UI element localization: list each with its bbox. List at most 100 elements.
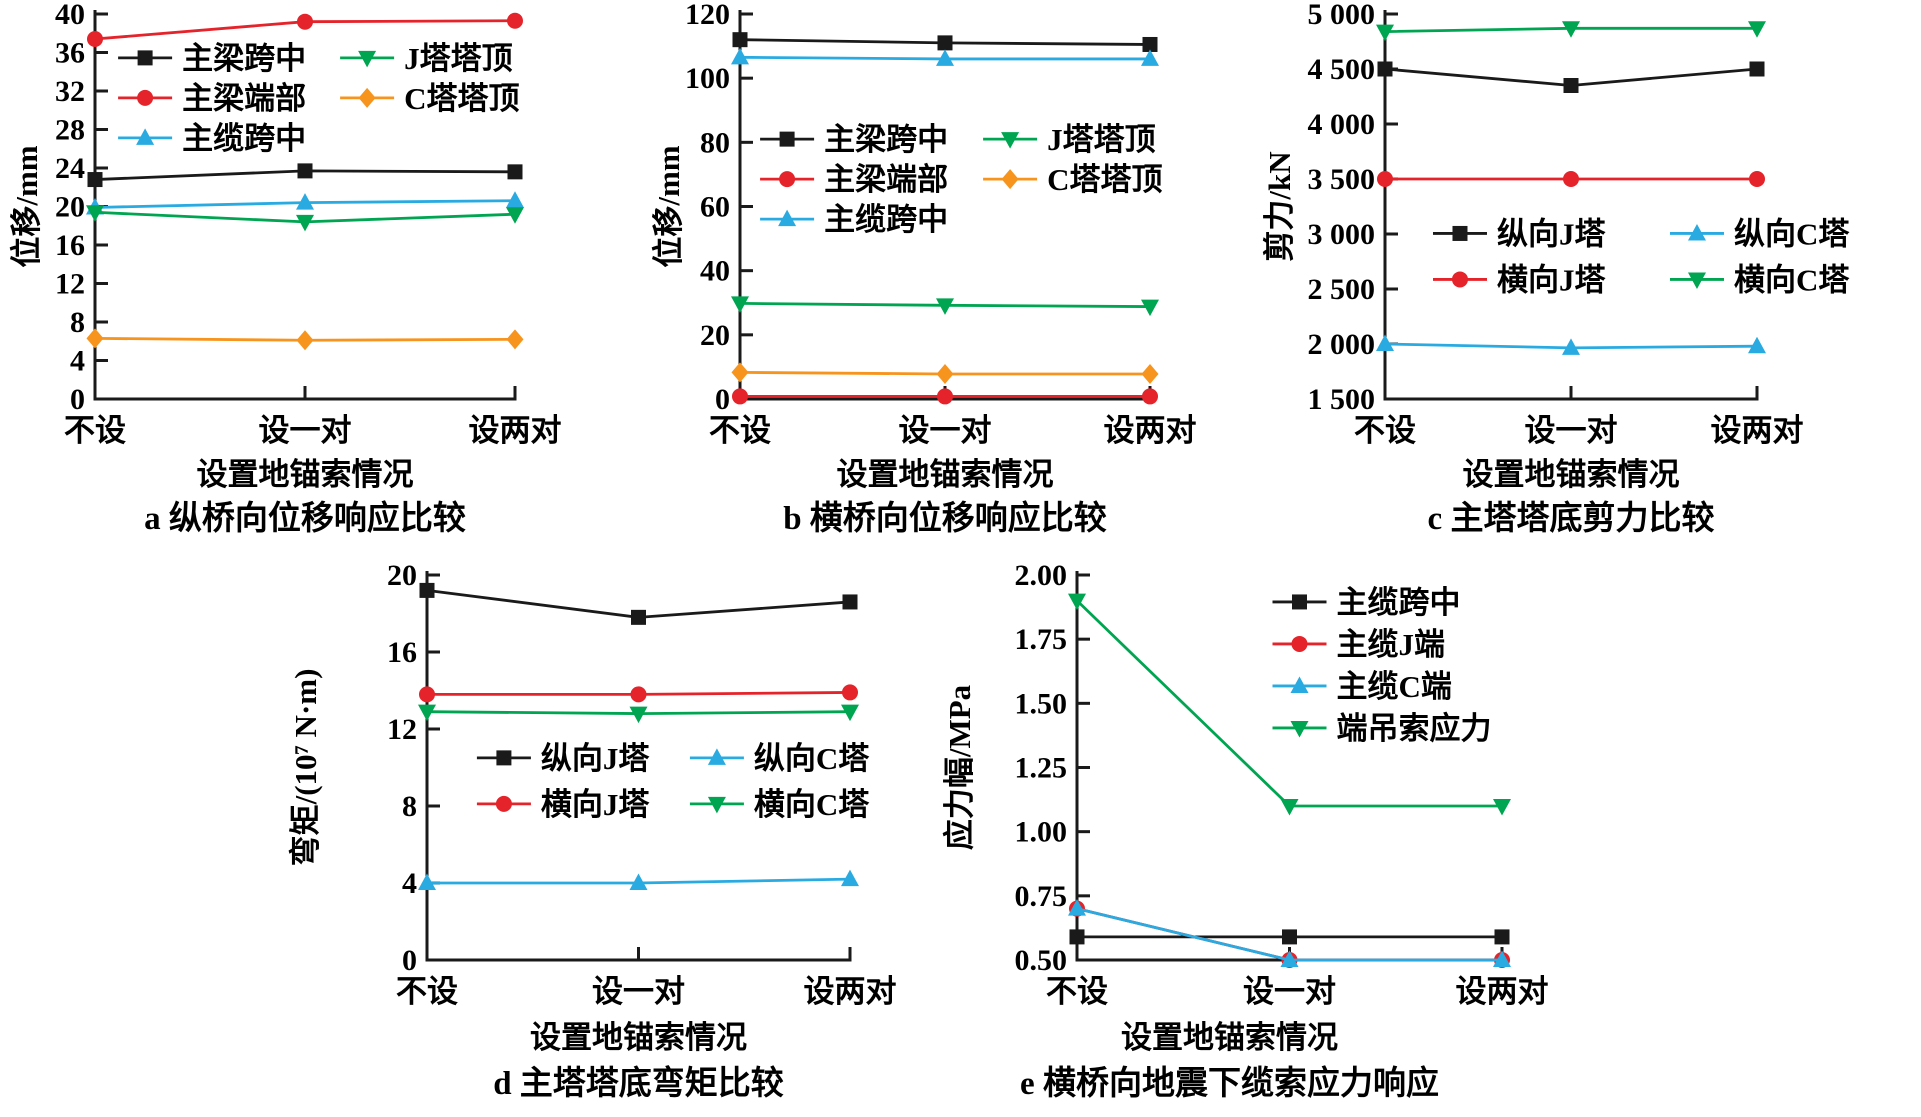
chart-e-plot: 0.50 0.75 1.00 1.25 1.50 1.75 2.00 不设 设一对 设两对 应力幅/… [942, 559, 1549, 1009]
svg-text:1.25: 1.25 [1015, 752, 1068, 785]
chart-b-series-主梁端部 [732, 388, 1158, 405]
svg-text:设两对: 设两对 [469, 413, 562, 448]
svg-text:60: 60 [700, 191, 730, 224]
svg-text:端吊索应力: 端吊索应力 [1337, 711, 1492, 746]
chart-b-ylabel: 位移/mm [651, 145, 686, 267]
svg-text:纵向C塔: 纵向C塔 [1734, 216, 1850, 251]
svg-text:20: 20 [55, 191, 85, 224]
chart-a-axes: 0 4 8 12 16 20 24 28 32 36 40 不设 设一对 设两对 位移/mm [9, 0, 562, 448]
svg-text:36: 36 [55, 37, 85, 70]
chart-a-series-主梁端部 [87, 12, 523, 48]
chart-d-xlabel: 设置地锚索情况 [530, 1020, 747, 1055]
svg-text:2.00: 2.00 [1015, 559, 1068, 592]
chart-c-ylabel: 剪力/kN [1262, 151, 1297, 261]
svg-text:设两对: 设两对 [1104, 413, 1197, 448]
svg-text:2 000: 2 000 [1308, 328, 1376, 361]
svg-text:设一对: 设一对 [899, 413, 992, 448]
svg-text:40: 40 [55, 0, 85, 31]
chart-a-series-主梁跨中 [87, 163, 523, 188]
chart-e-xlabel: 设置地锚索情况 [1121, 1020, 1338, 1055]
chart-b-xlabel: 设置地锚索情况 [836, 457, 1054, 492]
svg-text:80: 80 [700, 126, 730, 159]
svg-text:设一对: 设一对 [259, 413, 352, 448]
svg-text:4: 4 [402, 867, 417, 900]
svg-text:主梁端部: 主梁端部 [182, 81, 306, 116]
svg-text:4: 4 [70, 345, 85, 378]
chart-a-series-J塔塔顶 [86, 205, 524, 232]
svg-text:主缆跨中: 主缆跨中 [1337, 585, 1461, 620]
svg-text:设两对: 设两对 [804, 974, 897, 1009]
chart-b: 0 20 40 60 80 100 120 不设 设一对 设两对 位移/mm 主梁跨中 主梁端部 主缆跨中… [645, 0, 1285, 540]
svg-text:主梁跨中: 主梁跨中 [824, 122, 948, 157]
svg-text:24: 24 [55, 152, 85, 185]
svg-text:2 500: 2 500 [1308, 273, 1376, 306]
svg-text:0: 0 [70, 383, 85, 416]
chart-c-axes: 1 500 2 000 2 500 3 000 3 500 4 000 4 500 5 000… [1262, 0, 1804, 448]
chart-a-series-主缆跨中 [86, 191, 524, 215]
svg-text:12: 12 [55, 268, 85, 301]
svg-text:设一对: 设一对 [1525, 413, 1618, 448]
chart-b-series-J塔塔顶 [731, 296, 1159, 317]
svg-text:1.75: 1.75 [1015, 623, 1068, 656]
svg-text:纵向J塔: 纵向J塔 [1497, 216, 1606, 251]
chart-d-title: d 主塔塔底弯矩比较 [493, 1066, 784, 1102]
chart-c-series-纵向C塔 [1376, 334, 1766, 355]
svg-text:主缆跨中: 主缆跨中 [182, 121, 306, 156]
chart-a-title: a 纵桥向位移响应比较 [144, 501, 466, 537]
svg-text:纵向C塔: 纵向C塔 [754, 741, 870, 776]
chart-e-title: e 横桥向地震下缆索应力响应 [1020, 1066, 1439, 1102]
chart-d-ylabel: 弯矩/(10⁷ N·m) [288, 669, 323, 867]
chart-b-series-C塔塔顶 [731, 362, 1159, 384]
chart-e: 0.50 0.75 1.00 1.25 1.50 1.75 2.00 不设 设一对 设两对 应力幅/… [875, 540, 1921, 1117]
chart-a-plot: 0 4 8 12 16 20 24 28 32 36 40 不设 设一对 设两对 位移/mm 主梁跨中主梁端部… [9, 0, 562, 448]
svg-text:120: 120 [685, 0, 730, 31]
chart-d-axes: 0 4 8 12 16 20 不设 设一对 设两对 弯矩/(10⁷ N·m) [288, 559, 897, 1009]
chart-b-plot: 0 20 40 60 80 100 120 不设 设一对 设两对 位移/mm 主梁跨中主梁端部主缆跨中… [651, 0, 1197, 448]
svg-text:主缆跨中: 主缆跨中 [824, 202, 948, 237]
svg-text:J塔塔顶: J塔塔顶 [404, 41, 512, 76]
chart-e-ylabel: 应力幅/MPa [942, 684, 977, 850]
chart-c-series-纵向J塔 [1377, 61, 1765, 93]
chart-d-series-纵向C塔 [418, 869, 859, 890]
chart-d-series-横向J塔 [419, 684, 858, 703]
svg-text:J塔塔顶: J塔塔顶 [1047, 122, 1156, 157]
svg-text:主梁跨中: 主梁跨中 [182, 41, 306, 76]
svg-text:设一对: 设一对 [592, 974, 685, 1009]
svg-text:20: 20 [387, 559, 417, 592]
svg-text:4 000: 4 000 [1308, 108, 1376, 141]
svg-text:1.00: 1.00 [1015, 816, 1068, 849]
svg-text:8: 8 [402, 790, 417, 823]
chart-b-series-主缆跨中 [731, 47, 1159, 66]
svg-text:设两对: 设两对 [1711, 413, 1804, 448]
chart-b-series-主梁跨中 [732, 32, 1158, 52]
svg-text:设一对: 设一对 [1243, 974, 1336, 1009]
chart-d: 0 4 8 12 16 20 不设 设一对 设两对 弯矩/(10⁷ N·m) 纵向J塔 横向J塔 纵向C… [280, 540, 900, 1117]
chart-c-plot: 1 500 2 000 2 500 3 000 3 500 4 000 4 500 5 000… [1262, 0, 1850, 448]
svg-text:C塔塔顶: C塔塔顶 [404, 81, 519, 116]
chart-c-title: c 主塔塔底剪力比较 [1427, 501, 1715, 537]
svg-text:主梁端部: 主梁端部 [824, 162, 948, 197]
svg-text:5 000: 5 000 [1308, 0, 1376, 31]
svg-text:横向C塔: 横向C塔 [754, 787, 870, 822]
svg-text:不设: 不设 [64, 413, 126, 448]
svg-text:32: 32 [55, 75, 85, 108]
svg-text:16: 16 [387, 636, 417, 669]
svg-text:100: 100 [685, 62, 730, 95]
chart-b-title: b 横桥向位移响应比较 [783, 501, 1107, 537]
svg-text:8: 8 [70, 306, 85, 339]
chart-a-xlabel: 设置地锚索情况 [196, 457, 414, 492]
chart-d-series-纵向J塔 [419, 582, 858, 625]
chart-c-series-横向J塔 [1377, 171, 1765, 187]
svg-text:3 500: 3 500 [1308, 163, 1376, 196]
svg-text:不设: 不设 [1354, 413, 1416, 448]
svg-text:不设: 不设 [709, 413, 771, 448]
svg-text:横向J塔: 横向J塔 [541, 787, 650, 822]
chart-c-series-横向C塔 [1376, 21, 1766, 42]
